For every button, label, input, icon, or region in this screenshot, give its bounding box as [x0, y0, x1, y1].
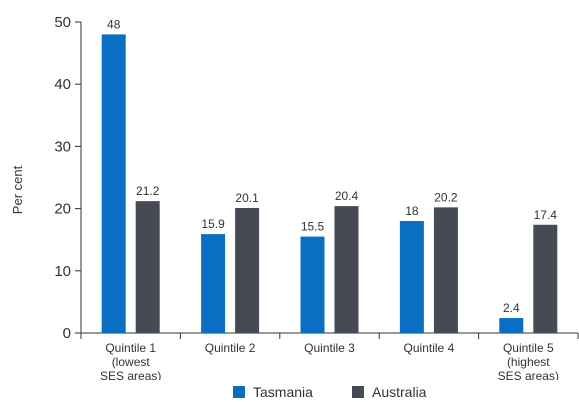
- bar-australia-3: [334, 206, 359, 333]
- y-axis-title: Per cent: [10, 165, 25, 214]
- y-tick-label: 20: [54, 201, 71, 218]
- bar-tasmania-5: [499, 318, 524, 333]
- x-category-label: SES areas): [100, 369, 161, 380]
- data-label-australia-3: 20.4: [335, 189, 359, 203]
- x-category-label: (highest: [507, 355, 550, 369]
- x-category-label: SES areas): [498, 369, 559, 380]
- x-category-label: Quintile 4: [404, 341, 455, 355]
- data-label-australia-1: 21.2: [136, 184, 160, 198]
- x-category-label: Quintile 3: [304, 341, 355, 355]
- data-label-tasmania-3: 15.5: [301, 220, 325, 234]
- legend-label-tasmania: Tasmania: [253, 384, 313, 400]
- bar-tasmania-4: [399, 221, 424, 333]
- legend-item-australia: Australia: [352, 384, 426, 400]
- bar-australia-5: [533, 224, 558, 333]
- data-label-tasmania-5: 2.4: [503, 301, 520, 315]
- y-tick-label: 40: [54, 76, 71, 93]
- y-tick-label: 0: [63, 325, 71, 342]
- bar-australia-2: [235, 207, 260, 333]
- bar-australia-4: [433, 207, 458, 333]
- y-tick-label: 30: [54, 138, 71, 155]
- legend-swatch-tasmania: [233, 386, 245, 398]
- x-category-label: Quintile 1: [105, 341, 156, 355]
- bar-australia-1: [135, 201, 160, 333]
- data-label-tasmania-2: 15.9: [201, 217, 225, 231]
- x-category-label: Quintile 2: [205, 341, 256, 355]
- data-label-tasmania-1: 48: [107, 17, 121, 31]
- data-label-australia-4: 20.2: [434, 190, 458, 204]
- data-label-australia-5: 17.4: [534, 208, 558, 222]
- legend-item-tasmania: Tasmania: [233, 384, 313, 400]
- legend-label-australia: Australia: [372, 384, 427, 400]
- bar-tasmania-2: [201, 234, 226, 333]
- y-tick-label: 50: [54, 14, 71, 31]
- bar-tasmania-1: [101, 34, 126, 333]
- data-label-tasmania-4: 18: [405, 204, 419, 218]
- x-category-label: Quintile 5: [503, 341, 554, 355]
- legend-swatch-australia: [352, 386, 364, 398]
- bar-chart: Per cent 0 10 20 30 40 50 48 21.2 15.9 20.1 15.5 2…: [10, 14, 579, 380]
- data-label-australia-2: 20.1: [235, 191, 259, 205]
- bar-tasmania-3: [300, 236, 325, 333]
- y-tick-label: 10: [54, 263, 71, 280]
- x-category-label: (lowest: [112, 355, 151, 369]
- legend: Tasmania Australia: [0, 384, 579, 402]
